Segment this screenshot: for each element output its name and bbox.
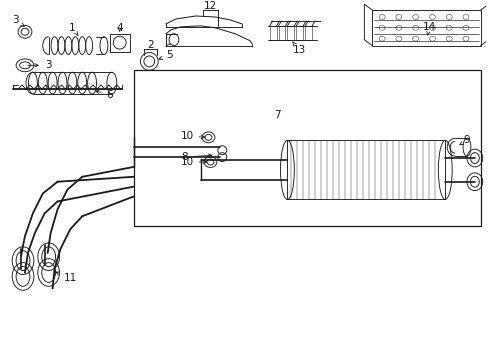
Text: 14: 14 <box>422 22 435 35</box>
Bar <box>278 26 285 40</box>
Text: 3: 3 <box>28 60 51 70</box>
Bar <box>287 26 294 40</box>
Bar <box>287 140 445 199</box>
Bar <box>371 10 480 46</box>
Text: 11: 11 <box>56 272 77 283</box>
Text: 10: 10 <box>180 157 206 167</box>
Text: 2: 2 <box>147 40 153 50</box>
Text: 4: 4 <box>116 23 123 33</box>
Bar <box>269 26 276 40</box>
Text: 8: 8 <box>181 152 211 162</box>
Text: 6: 6 <box>96 90 113 100</box>
Bar <box>110 34 129 51</box>
Text: 5: 5 <box>159 50 172 60</box>
Text: 9: 9 <box>459 135 469 145</box>
Bar <box>296 26 303 40</box>
Bar <box>305 26 311 40</box>
Text: 10: 10 <box>180 131 204 141</box>
Bar <box>133 70 480 226</box>
Text: 13: 13 <box>292 42 305 54</box>
Text: 7: 7 <box>274 110 280 120</box>
Text: 3: 3 <box>12 15 24 26</box>
Text: 12: 12 <box>203 1 217 11</box>
Text: 1: 1 <box>69 23 78 36</box>
